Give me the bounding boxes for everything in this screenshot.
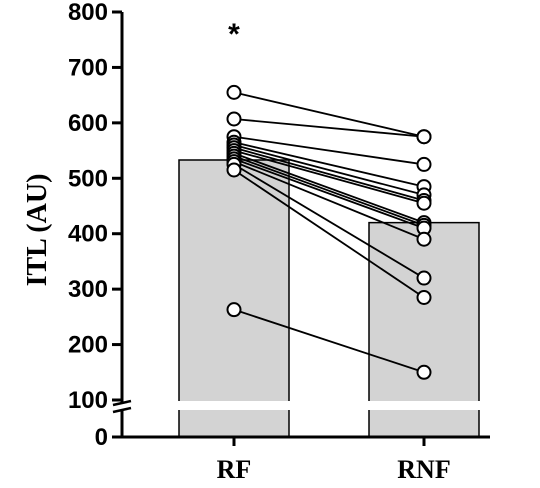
data-point-rf <box>226 84 242 100</box>
axis-break-gap <box>116 401 540 410</box>
pair-line <box>233 169 425 299</box>
x-tick-label-rnf: RNF <box>397 455 450 484</box>
data-point-rf <box>226 162 242 178</box>
paired-lines-layer <box>233 91 425 374</box>
pair-line <box>233 91 425 138</box>
y-tick-label: 200 <box>68 332 108 359</box>
axis-break-mark <box>112 399 132 407</box>
y-tick-label: 500 <box>68 165 108 192</box>
x-axis-labels: RF RNF <box>217 437 451 484</box>
pair-line <box>233 141 425 188</box>
pair-line <box>233 158 425 230</box>
pair-line <box>233 146 425 202</box>
pair-line <box>233 163 425 279</box>
pair-line <box>233 308 425 374</box>
pair-line <box>233 155 425 227</box>
y-tick-label: 0 <box>95 424 108 451</box>
data-point-rnf <box>416 289 432 305</box>
bar-rf <box>178 159 290 438</box>
y-tick-label: 400 <box>68 221 108 248</box>
significance-marker: * <box>228 18 240 51</box>
data-point-rnf <box>416 195 432 211</box>
data-point-rf <box>226 302 242 318</box>
pair-line <box>233 160 425 241</box>
pair-line <box>233 152 425 224</box>
y-tick-label: 100 <box>68 387 108 414</box>
data-point-rnf <box>416 270 432 286</box>
y-tick-label: 600 <box>68 110 108 137</box>
data-point-rnf <box>416 231 432 247</box>
data-point-rnf <box>416 129 432 145</box>
y-tick-label: 700 <box>68 54 108 81</box>
data-point-rnf <box>416 364 432 380</box>
pair-line <box>233 144 425 196</box>
x-tick-label-rf: RF <box>217 455 252 484</box>
y-axis-label: ITL (AU) <box>22 174 53 287</box>
points-layer <box>226 84 432 380</box>
y-axis: 0 100 200 300 400 500 600 700 800 <box>68 0 490 451</box>
pair-line <box>233 149 425 205</box>
data-point-rf <box>226 111 242 127</box>
y-tick-label: 300 <box>68 276 108 303</box>
y-tick-label: 800 <box>68 0 108 26</box>
data-point-rnf <box>416 156 432 172</box>
pair-line <box>233 135 425 166</box>
bars-layer <box>116 159 540 438</box>
axis-break-mark <box>112 406 132 414</box>
pair-line <box>233 118 425 138</box>
